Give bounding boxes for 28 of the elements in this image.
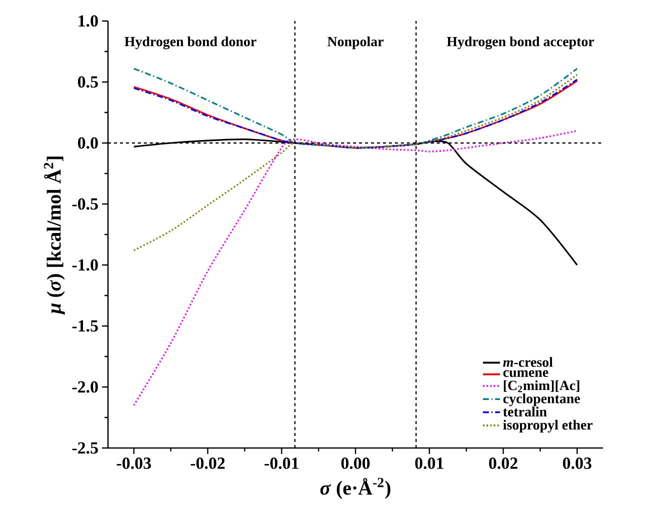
legend-label: m-cresol bbox=[503, 357, 553, 367]
x-axis-title: σ (e·Å$^{-2}$) bbox=[320, 478, 390, 499]
x-tick-label: -0.03 bbox=[116, 457, 151, 469]
legend-label: [C$_{2}$mim][Ac] bbox=[504, 380, 580, 392]
x-tick-label: 0.02 bbox=[489, 457, 518, 469]
x-tick-label: 0.00 bbox=[341, 457, 370, 469]
legend-label: cumene bbox=[503, 370, 548, 378]
x-tick-label: -0.02 bbox=[190, 457, 225, 469]
line-series bbox=[133, 130, 578, 406]
y-tick-label: -2.5 bbox=[72, 442, 98, 454]
legend-label: isopropyl ether bbox=[503, 420, 593, 433]
x-tick-label: -0.01 bbox=[264, 457, 298, 469]
y-tick-label: -0.5 bbox=[72, 198, 98, 210]
x-tick-label: 0.03 bbox=[562, 457, 592, 469]
y-tick-label: -2.0 bbox=[72, 381, 98, 393]
line-series bbox=[133, 74, 578, 252]
y-tick-label: -1.0 bbox=[72, 259, 98, 271]
y-axis-title: μ (σ) [kcal/mol Å$^{2}$] bbox=[44, 156, 65, 315]
annotation: Hydrogen bond acceptor bbox=[446, 36, 594, 50]
y-tick-label: 0.5 bbox=[78, 76, 98, 88]
legend-label: cyclopentane bbox=[503, 393, 580, 406]
annotation: Nonpolar bbox=[327, 36, 384, 50]
y-tick-label: 0.0 bbox=[78, 137, 98, 149]
annotation: Hydrogen bond donor bbox=[124, 36, 256, 50]
x-tick-label: 0.01 bbox=[415, 457, 444, 469]
y-tick-label: -1.5 bbox=[72, 320, 98, 332]
y-tick-label: 1.0 bbox=[78, 15, 98, 27]
legend-label: tetralin bbox=[503, 406, 547, 416]
